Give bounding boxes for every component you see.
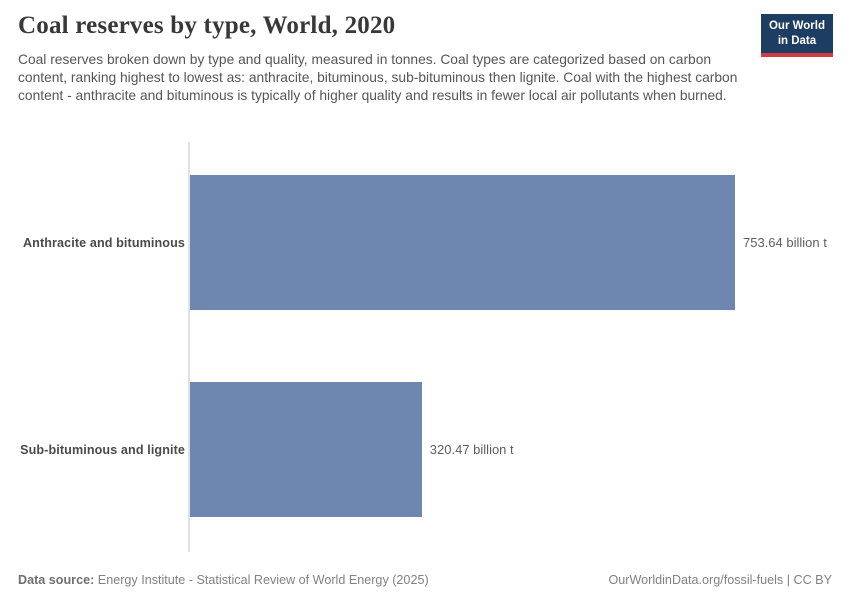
owid-logo-line1: Our World xyxy=(768,20,825,32)
data-source-text: Energy Institute - Statistical Review of… xyxy=(97,573,429,587)
bar-subbituminous-lignite[interactable] xyxy=(190,382,422,517)
category-label-subbituminous-lignite: Sub-bituminous and lignite xyxy=(20,442,185,457)
footer-link[interactable]: OurWorldinData.org/fossil-fuels | CC BY xyxy=(608,573,832,587)
chart-subtitle: Coal reserves broken down by type and qu… xyxy=(18,52,738,103)
category-label-anthracite-bituminous: Anthracite and bituminous xyxy=(22,235,185,250)
page-title: Coal reserves by type, World, 2020 xyxy=(18,12,396,39)
bar-row-subbituminous-lignite: Sub-bituminous and lignite 320.47 billio… xyxy=(0,382,850,517)
data-source-label: Data source: xyxy=(18,573,95,587)
bar-anthracite-bituminous[interactable] xyxy=(190,175,735,310)
chart-header: Coal reserves by type, World, 2020 Coal … xyxy=(18,12,763,105)
y-axis-line xyxy=(188,142,190,552)
owid-logo[interactable]: Our World in Data xyxy=(760,14,833,57)
owid-logo-line2: in Data xyxy=(777,34,817,47)
value-label-subbituminous-lignite: 320.47 billion t xyxy=(429,442,514,457)
value-label-anthracite-bituminous: 753.64 billion t xyxy=(743,235,827,250)
bar-row-anthracite-bituminous: Anthracite and bituminous 753.64 billion… xyxy=(0,175,850,310)
footer: Data source: Energy Institute - Statisti… xyxy=(18,573,832,587)
bar-chart: Anthracite and bituminous 753.64 billion… xyxy=(0,142,850,552)
data-source: Data source: Energy Institute - Statisti… xyxy=(18,573,429,587)
